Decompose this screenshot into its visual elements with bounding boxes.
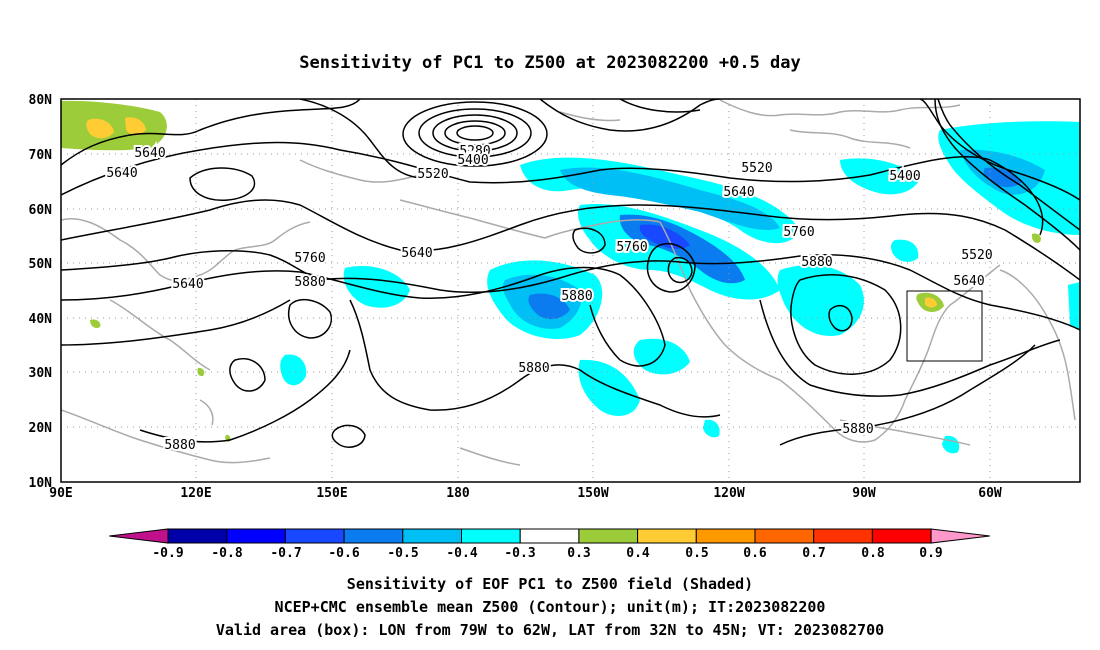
colorbar-label: 0.5 [685, 546, 708, 561]
colorbar-label: -0.8 [211, 546, 242, 561]
colorbar-swatch [637, 528, 697, 544]
lat-label: 60N [29, 203, 53, 218]
pos-sensitivity-region [86, 118, 114, 139]
valid-area-box [906, 290, 983, 362]
contour-label: 5760 [294, 251, 325, 266]
contour-label: 5640 [106, 166, 137, 181]
colorbar-swatch [167, 528, 228, 544]
colorbar-swatch [284, 528, 345, 544]
colorbar-label: -0.3 [504, 546, 535, 561]
pos-sensitivity-region [197, 367, 205, 377]
neg-sensitivity-region [578, 359, 640, 416]
lat-label: 20N [29, 421, 53, 436]
colorbar-segments [109, 528, 990, 544]
colorbar-swatch [461, 528, 521, 544]
contour-label: 5760 [783, 225, 814, 240]
map-area: 5280 5400 5520 5640 5640 5640 5640 5760 … [61, 99, 1080, 482]
neg-sensitivity-region [280, 354, 307, 386]
colorbar-label: -0.4 [446, 546, 477, 561]
lat-label: 80N [29, 93, 53, 108]
colorbar-swatch [226, 528, 286, 544]
lat-label: 30N [29, 366, 53, 381]
colorbar-label: -0.7 [270, 546, 301, 561]
caption-line-1: Sensitivity of EOF PC1 to Z500 field (Sh… [347, 575, 753, 593]
colorbar-label: 0.4 [626, 546, 650, 561]
contour-label: 5880 [164, 438, 195, 453]
colorbar-swatch [343, 528, 404, 544]
contour-label: 5880 [561, 289, 592, 304]
contour-label: 5880 [801, 255, 832, 270]
map-frame [60, 98, 1081, 483]
contour-label: 5520 [961, 248, 992, 263]
coastlines [61, 99, 1076, 466]
colorbar-swatch [578, 528, 639, 544]
colorbar-swatch [109, 528, 169, 544]
lon-label: 150W [577, 486, 608, 501]
neg-sensitivity-region [639, 224, 690, 249]
lon-label: 120E [180, 486, 211, 501]
contour-label: 5640 [723, 185, 754, 200]
contour-label: 5880 [294, 275, 325, 290]
neg-sensitivity-region [633, 338, 690, 375]
lon-labels: 90E 120E 150E 180 150W 120W 90W 60W [49, 486, 1002, 501]
contour-label: 5880 [518, 361, 549, 376]
lon-label: 90E [49, 486, 72, 501]
neg-sensitivity-region [1068, 282, 1080, 330]
pos-sensitivity-region [1031, 233, 1041, 243]
pos-sensitivity-region [125, 117, 146, 135]
lat-label: 70N [29, 148, 53, 163]
lon-label: 90W [852, 486, 876, 501]
contour-label: 5640 [134, 146, 165, 161]
colorbar-swatch [754, 528, 815, 544]
contour-label: 5640 [401, 246, 432, 261]
sensitivity-shading [61, 100, 1080, 454]
colorbar-swatch [930, 528, 990, 544]
contour-label: 5400 [889, 169, 920, 184]
lat-label: 50N [29, 257, 53, 272]
contour-label: 5400 [457, 153, 488, 168]
colorbar-label: 0.3 [567, 546, 590, 561]
contour-label: 5640 [172, 277, 203, 292]
lon-label: 150E [316, 486, 347, 501]
contour-labels: 5280 5400 5520 5640 5640 5640 5640 5760 … [104, 142, 994, 455]
caption-line-2: NCEP+CMC ensemble mean Z500 (Contour); u… [275, 598, 826, 616]
colorbar-label: 0.8 [861, 546, 885, 561]
contour-label: 5280 [459, 144, 490, 159]
lon-label: 60W [978, 486, 1002, 501]
colorbar-label: 0.7 [802, 546, 825, 561]
neg-sensitivity-region [528, 293, 570, 320]
colorbar-swatch [519, 528, 580, 544]
z500-contours [61, 99, 1080, 448]
contour-label: 5520 [417, 167, 448, 182]
pos-sensitivity-region [61, 100, 167, 151]
lat-label: 10N [29, 476, 53, 491]
colorbar-swatch [402, 528, 462, 544]
colorbar-label: -0.9 [152, 546, 183, 561]
lat-label: 40N [29, 312, 53, 327]
colorbar-swatch [813, 528, 873, 544]
colorbar: -0.9 -0.8 -0.7 -0.6 -0.5 -0.4 -0.3 0.3 0… [109, 528, 990, 561]
pos-sensitivity-region [90, 319, 101, 329]
contour-label: 5520 [741, 161, 772, 176]
contour-label: 5640 [953, 274, 984, 289]
colorbar-swatch [695, 528, 756, 544]
map-title: Sensitivity of PC1 to Z500 at 2023082200… [299, 53, 801, 73]
neg-sensitivity-region [343, 266, 410, 308]
neg-sensitivity-region [560, 167, 780, 230]
lon-label: 120W [713, 486, 744, 501]
colorbar-label: -0.5 [387, 546, 418, 561]
neg-sensitivity-region [890, 239, 919, 262]
caption-line-3: Valid area (box): LON from 79W to 62W, L… [216, 621, 884, 639]
lon-label: 180 [446, 486, 470, 501]
colorbar-label: 0.9 [919, 546, 942, 561]
colorbar-label: 0.6 [743, 546, 767, 561]
neg-sensitivity-region [703, 419, 720, 438]
lat-labels: 80N 70N 60N 50N 40N 30N 20N 10N [29, 93, 53, 491]
contour-label: 5760 [616, 240, 647, 255]
colorbar-label: -0.6 [328, 546, 359, 561]
pos-sensitivity-region [925, 297, 937, 308]
contour-label: 5880 [842, 422, 873, 437]
colorbar-labels: -0.9 -0.8 -0.7 -0.6 -0.5 -0.4 -0.3 0.3 0… [152, 546, 942, 561]
colorbar-swatch [871, 528, 932, 544]
